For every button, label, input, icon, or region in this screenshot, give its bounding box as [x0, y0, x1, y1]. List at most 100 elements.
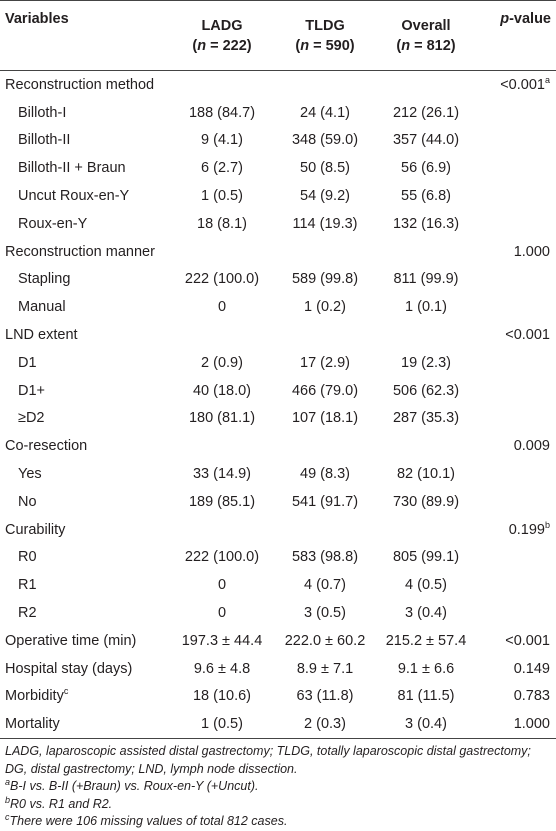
- label-cell: R0: [0, 544, 170, 572]
- value-cell: 9.6 ± 4.8: [170, 655, 274, 683]
- value-cell: 189 (85.1): [170, 488, 274, 516]
- header-text: = 590): [309, 37, 355, 54]
- value-cell: 287 (35.3): [376, 405, 476, 433]
- value-cell: 114 (19.3): [274, 210, 376, 238]
- cell-text: <0.001: [505, 632, 550, 649]
- value-cell: 6 (2.7): [170, 154, 274, 182]
- p-value-cell: [476, 127, 556, 155]
- value-cell: 1 (0.5): [170, 710, 274, 740]
- cell-text: 1 (0.2): [304, 299, 346, 316]
- p-value-cell: [476, 293, 556, 321]
- cell-text: 40 (18.0): [192, 382, 252, 399]
- value-cell: [274, 238, 376, 266]
- cell-text: 2 (0.9): [201, 354, 243, 371]
- cell-text: Curability: [5, 521, 66, 538]
- value-cell: 4 (0.7): [274, 571, 376, 599]
- cell-text: 18 (8.1): [197, 215, 247, 232]
- cell-text: 348 (59.0): [291, 132, 359, 149]
- value-cell: 19 (2.3): [376, 349, 476, 377]
- value-cell: 222.0 ± 60.2: [274, 627, 376, 655]
- cell-text: 3 (0.4): [405, 716, 447, 733]
- footnote-text: R0 vs. R1 and R2.: [10, 796, 113, 811]
- p-value-cell: [476, 571, 556, 599]
- footnote: cThere were 106 missing values of total …: [5, 812, 551, 831]
- label-cell: Billoth-II + Braun: [0, 154, 170, 182]
- value-cell: [376, 432, 476, 460]
- section-row: Curability 0.199b: [0, 516, 556, 544]
- cell-text: 805 (99.1): [392, 549, 460, 566]
- value-cell: [170, 516, 274, 544]
- sub-row: D1+ 40 (18.0) 466 (79.0) 506 (62.3): [0, 377, 556, 405]
- p-value-cell: [476, 405, 556, 433]
- value-cell: 2 (0.9): [170, 349, 274, 377]
- table-body: Reconstruction method <0.001a Billoth-I 188…: [0, 71, 556, 740]
- value-cell: 132 (16.3): [376, 210, 476, 238]
- header-text: n: [197, 37, 207, 54]
- cell-text: 0: [217, 605, 227, 622]
- sub-row: R2 0 3 (0.5) 3 (0.4): [0, 599, 556, 627]
- header-text: = 812): [410, 37, 456, 54]
- p-value-cell: <0.001: [476, 321, 556, 349]
- cell-text: 541 (91.7): [291, 493, 359, 510]
- value-cell: 63 (11.8): [274, 683, 376, 711]
- p-value-cell: [476, 599, 556, 627]
- cell-text: 4 (0.7): [304, 577, 346, 594]
- cell-text: 3 (0.5): [304, 605, 346, 622]
- cell-text: 287 (35.3): [392, 410, 460, 427]
- p-value-cell: [476, 266, 556, 294]
- p-value-cell: [476, 349, 556, 377]
- header-text: p: [500, 11, 510, 27]
- sub-row: Stapling 222 (100.0) 589 (99.8) 811 (99.9): [0, 266, 556, 294]
- value-cell: 81 (11.5): [376, 683, 476, 711]
- value-cell: 197.3 ± 44.4: [170, 627, 274, 655]
- cell-text: 4 (0.5): [405, 577, 447, 594]
- value-cell: 33 (14.9): [170, 460, 274, 488]
- cell-text: 0: [217, 299, 227, 316]
- cell-text: R1: [18, 577, 37, 594]
- cell-text: 215.2 ± 57.4: [385, 632, 467, 649]
- cell-text: 1 (0.5): [201, 188, 243, 205]
- cell-text: 1.000: [513, 243, 550, 260]
- value-cell: [376, 238, 476, 266]
- cell-text: Uncut Roux-en-Y: [18, 188, 130, 205]
- label-cell: Billoth-II: [0, 127, 170, 155]
- value-cell: 212 (26.1): [376, 99, 476, 127]
- value-cell: 466 (79.0): [274, 377, 376, 405]
- p-value-cell: 0.199b: [476, 516, 556, 544]
- value-cell: 55 (6.8): [376, 182, 476, 210]
- cell-text: 17 (2.9): [300, 354, 350, 371]
- value-cell: 1 (0.5): [170, 182, 274, 210]
- cell-text: 188 (84.7): [188, 104, 256, 121]
- label-cell: D1+: [0, 377, 170, 405]
- section-row: Morbidityc 18 (10.6) 63 (11.8) 81 (11.5) 0.7…: [0, 683, 556, 711]
- p-value-cell: [476, 460, 556, 488]
- label-cell: Morbidityc: [0, 683, 170, 711]
- cell-text: Stapling: [18, 271, 71, 288]
- label-cell: Reconstruction manner: [0, 238, 170, 266]
- value-cell: 730 (89.9): [376, 488, 476, 516]
- value-cell: 56 (6.9): [376, 154, 476, 182]
- value-cell: 4 (0.5): [376, 571, 476, 599]
- value-cell: 0: [170, 599, 274, 627]
- cell-text: 9 (4.1): [201, 132, 243, 149]
- cell-text: 49 (8.3): [300, 466, 350, 483]
- label-cell: R2: [0, 599, 170, 627]
- cell-text: 56 (6.9): [401, 160, 451, 177]
- value-cell: [170, 71, 274, 99]
- section-row: Reconstruction manner 1.000: [0, 238, 556, 266]
- value-cell: 8.9 ± 7.1: [274, 655, 376, 683]
- value-cell: 54 (9.2): [274, 182, 376, 210]
- footnote: LADG, laparoscopic assisted distal gastr…: [5, 744, 531, 776]
- value-cell: 3 (0.5): [274, 599, 376, 627]
- value-cell: 188 (84.7): [170, 99, 274, 127]
- value-cell: 1 (0.2): [274, 293, 376, 321]
- footnotes: LADG, laparoscopic assisted distal gastr…: [0, 739, 556, 831]
- cell-text: 9.1 ± 6.6: [397, 660, 455, 677]
- sub-row: Billoth-I 188 (84.7) 24 (4.1) 212 (26.1): [0, 99, 556, 127]
- section-row: Hospital stay (days) 9.6 ± 4.8 8.9 ± 7.1 9.…: [0, 655, 556, 683]
- cell-text: 583 (98.8): [291, 549, 359, 566]
- value-cell: 180 (81.1): [170, 405, 274, 433]
- cell-text: Morbidity: [5, 688, 64, 705]
- label-cell: ≥D2: [0, 405, 170, 433]
- value-cell: 222 (100.0): [170, 266, 274, 294]
